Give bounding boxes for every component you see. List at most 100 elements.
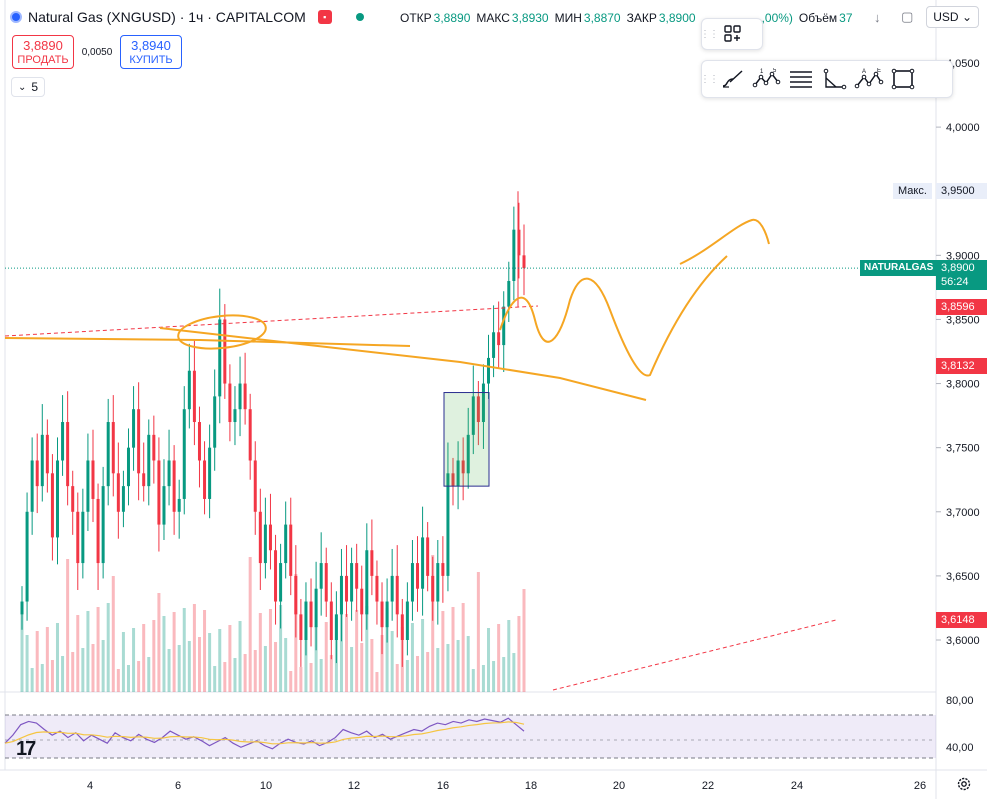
symbol-logo-icon	[10, 11, 22, 23]
candle-body	[116, 473, 120, 512]
alert-icon[interactable]: ▪	[317, 10, 332, 24]
candle-body	[441, 563, 445, 576]
volume-bar	[314, 626, 318, 692]
grid-add-icon[interactable]	[716, 19, 750, 49]
volume-bar	[365, 606, 369, 692]
volume-bar	[162, 616, 166, 692]
candle-body	[96, 498, 100, 564]
volume-bar	[25, 635, 29, 692]
max-price-value: 3,9500	[936, 183, 987, 199]
rectangle-icon[interactable]	[886, 64, 920, 94]
volume-bar	[441, 611, 445, 692]
rsi-tick-label: 40,00	[946, 742, 974, 754]
volume-bar	[451, 607, 455, 692]
ohlc-close-value: 3,8900	[658, 11, 696, 25]
pattern-icon[interactable]	[818, 64, 852, 94]
volume-bar	[431, 555, 435, 692]
volume-bar	[111, 576, 115, 692]
volume-bar	[208, 633, 212, 692]
scroll-down-icon[interactable]: ↓	[874, 9, 881, 25]
candle-body	[228, 383, 232, 423]
volume-bar	[147, 657, 151, 692]
buy-price: 3,8940	[131, 38, 171, 53]
volume-bar	[20, 612, 24, 692]
volume-bar	[182, 608, 186, 692]
volume-bar	[370, 639, 374, 692]
volume-bar	[329, 655, 333, 692]
volume-bar	[248, 557, 252, 692]
candle-body	[248, 409, 252, 461]
volume-bar	[289, 671, 293, 692]
candle-body	[329, 601, 333, 640]
settings-gear-icon[interactable]	[956, 776, 972, 792]
restore-icon[interactable]: ▢	[901, 9, 914, 24]
y-tick-label: 3,7000	[946, 507, 980, 519]
volume-bar	[91, 644, 95, 692]
volume-bar	[35, 631, 39, 692]
volume-bar	[233, 658, 237, 692]
orange-projection-wave	[499, 255, 728, 377]
candle-body	[431, 575, 435, 602]
volume-bar	[142, 624, 146, 692]
y-tick-label: 3,6000	[946, 635, 980, 647]
sell-button[interactable]: 3,8890 ПРОДАТЬ	[12, 35, 74, 69]
current-price-tag: 3,8900 56:24	[936, 260, 987, 290]
x-tick-label: 10	[260, 780, 272, 792]
candle-body	[172, 460, 176, 512]
candle-body	[258, 511, 262, 564]
brush-icon[interactable]	[716, 64, 750, 94]
volume-bar	[426, 652, 430, 692]
volume-bar	[405, 660, 409, 692]
candle-body	[487, 357, 491, 384]
candle-body	[182, 409, 186, 499]
candle-body	[81, 511, 85, 564]
indicator-collapse-button[interactable]: ⌄ 5	[11, 77, 46, 97]
tradingview-logo[interactable]: 17	[16, 738, 36, 760]
volume-bar	[86, 611, 90, 692]
volume-bar	[197, 637, 201, 692]
candle-body	[502, 306, 506, 346]
candle-body	[137, 409, 141, 474]
candle-body	[350, 563, 354, 602]
currency-select[interactable]: USD ⌄	[926, 6, 979, 28]
max-price-label: Макс.	[893, 183, 932, 199]
x-tick-label: 4	[87, 780, 93, 792]
candle-body	[284, 524, 288, 564]
favorites-toolbar[interactable]: ⋮⋮	[700, 18, 763, 50]
current-price: 3,8900	[941, 262, 975, 274]
volume-bar	[304, 630, 308, 692]
fib-lines-icon[interactable]	[784, 64, 818, 94]
drag-handle-icon[interactable]: ⋮⋮	[700, 73, 719, 85]
candle-body	[319, 563, 323, 589]
ohlc-open-label: ОТКР	[400, 11, 432, 25]
buy-button[interactable]: 3,8940 КУПИТЬ	[120, 35, 182, 69]
ohlc-open-value: 3,8890	[433, 11, 471, 25]
volume-bar	[203, 610, 207, 692]
y-tick-label: 3,9000	[946, 250, 980, 262]
volume-bar	[76, 615, 80, 692]
volume-bar	[121, 632, 125, 692]
drag-handle-icon[interactable]: ⋮⋮	[700, 28, 719, 40]
symbol-title[interactable]: Natural Gas (XNGUSD) · 1ч · CAPITALCOM	[28, 9, 306, 25]
volume-bar	[385, 608, 389, 692]
candle-body	[25, 511, 29, 602]
candle-body	[30, 460, 34, 512]
volume-bar	[476, 572, 480, 692]
volume-bar	[324, 622, 328, 692]
volume-bar	[218, 629, 222, 692]
candle-body	[471, 396, 475, 435]
candle-body	[522, 255, 526, 269]
market-status-icon	[355, 13, 364, 21]
ohlc-high-label: МАКС	[476, 11, 510, 25]
candle-body	[456, 460, 460, 487]
x-tick-label: 12	[348, 780, 360, 792]
candle-body	[55, 460, 59, 538]
collapse-count: 5	[31, 80, 39, 94]
candle-body	[289, 524, 293, 576]
candle-body	[421, 537, 425, 589]
